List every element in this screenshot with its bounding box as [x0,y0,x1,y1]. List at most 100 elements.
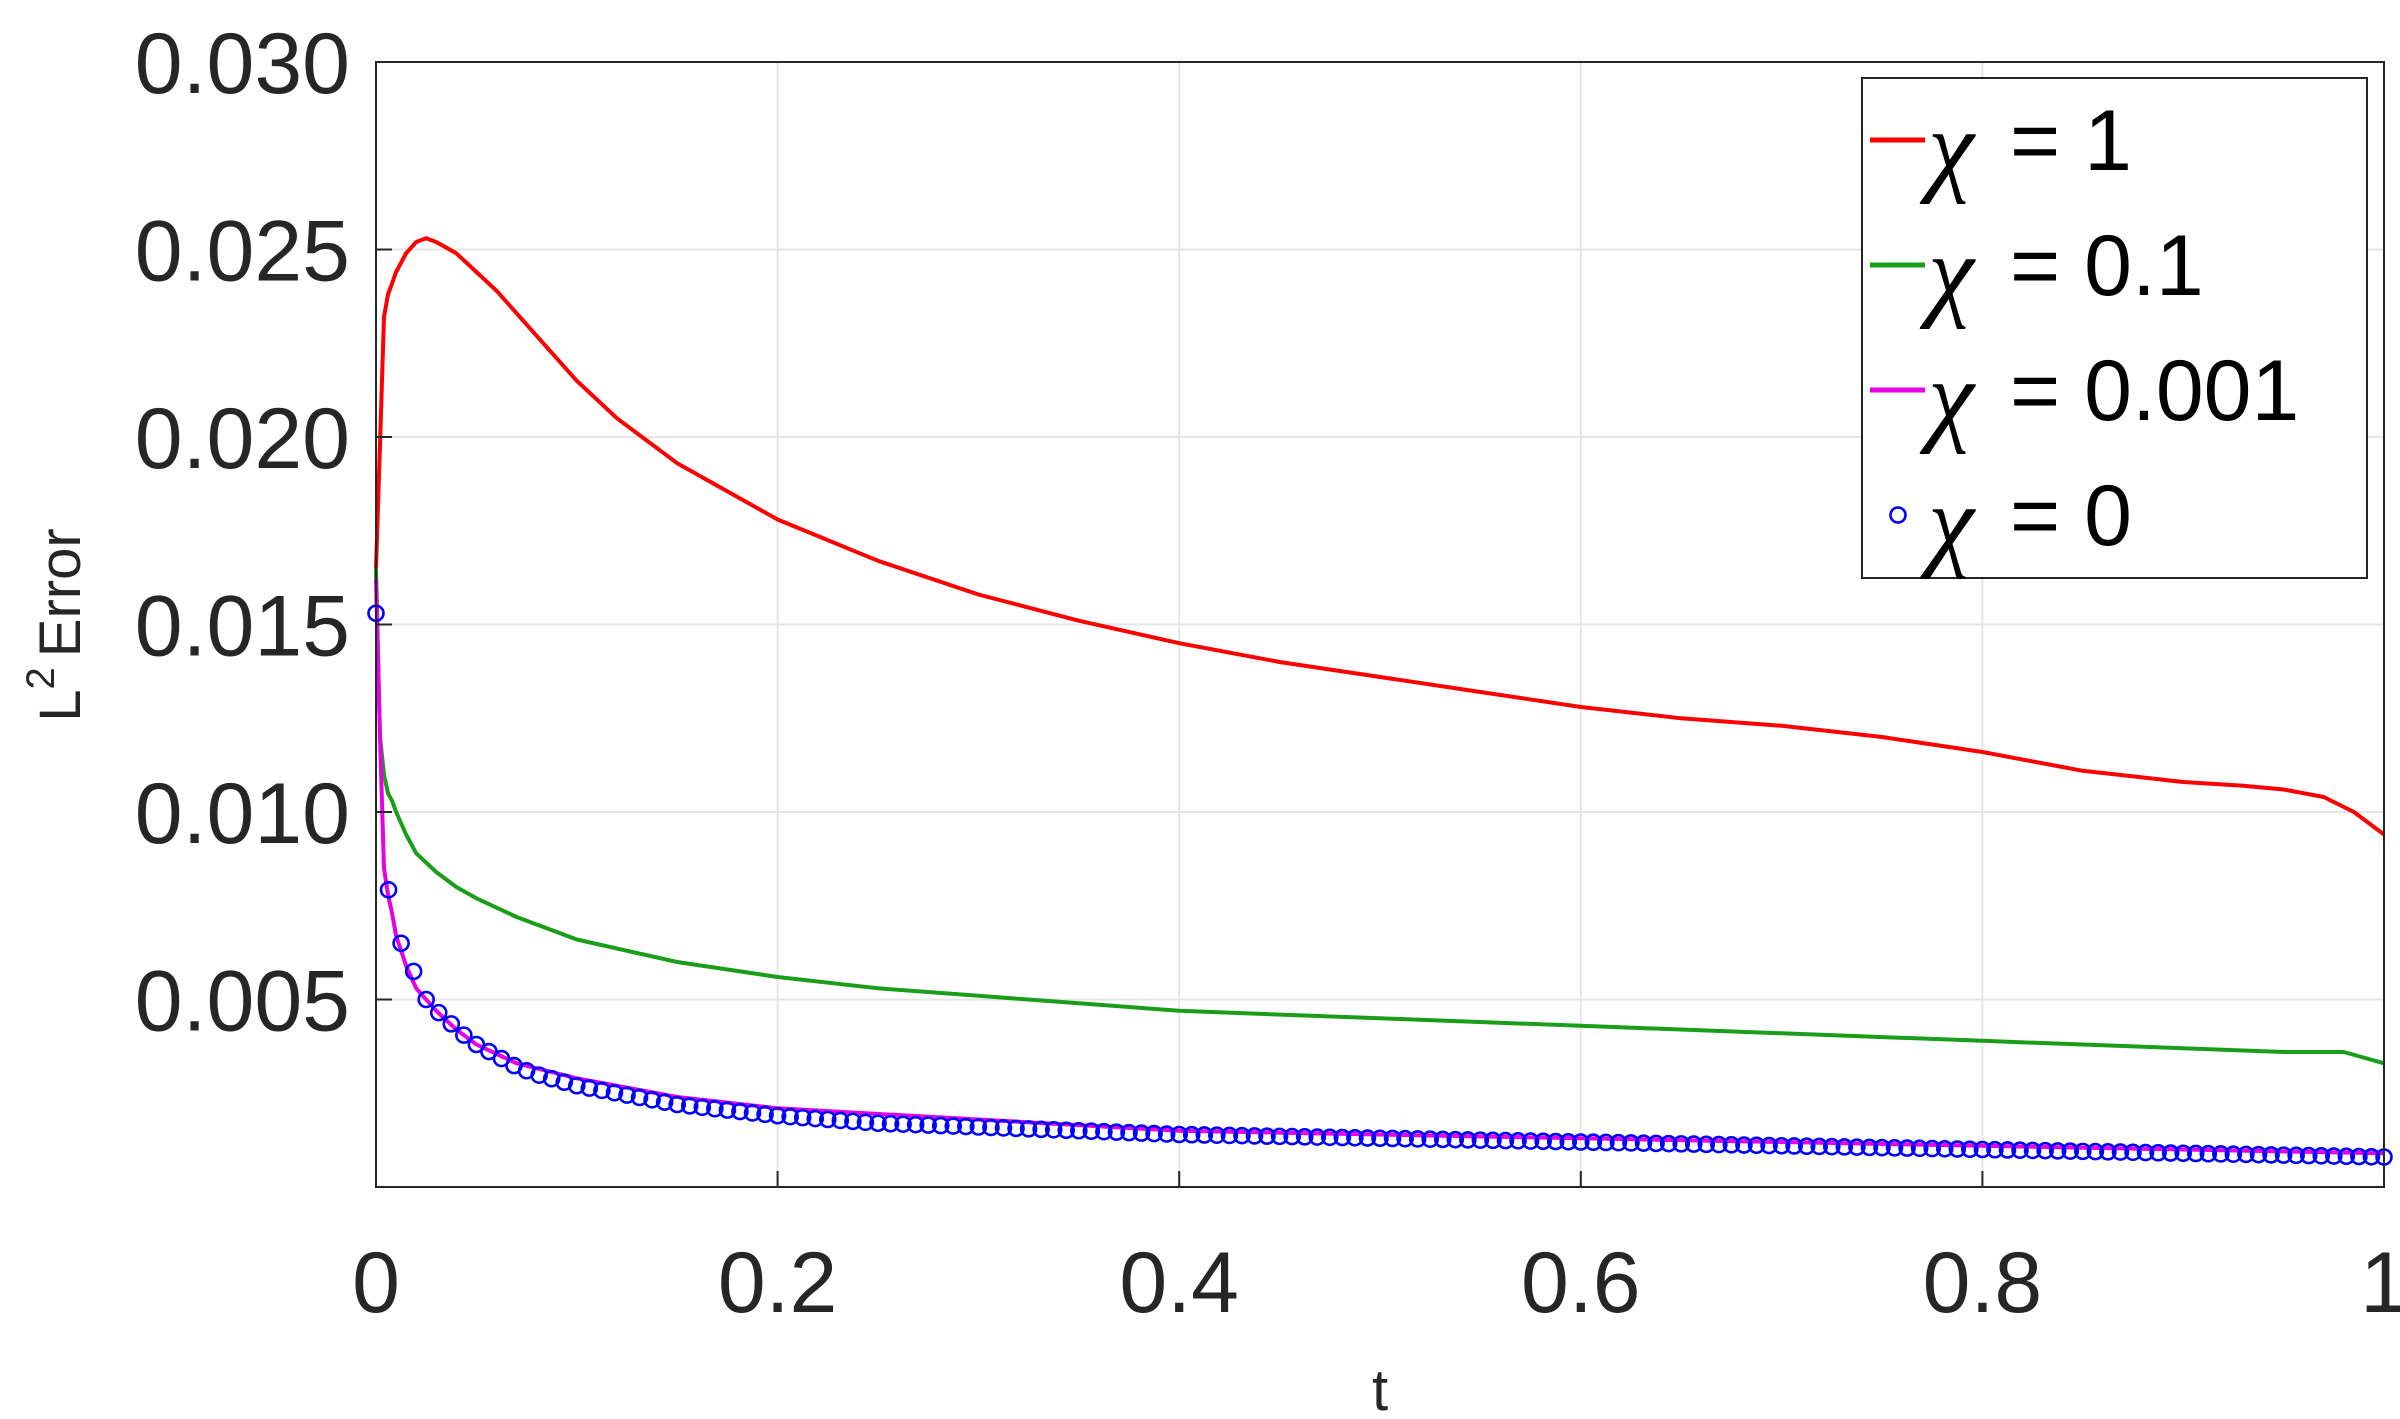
data-point [706,1099,724,1118]
data-point [2048,1142,2067,1160]
y-tick-label: 0.030 [135,16,350,112]
data-point [1346,1128,1364,1147]
data-point [2074,1142,2092,1161]
series-group [367,236,2393,1166]
data-point [1848,1138,1866,1156]
y-tick-label: 0.015 [135,579,350,675]
x-tick-label: 0 [352,1235,400,1331]
data-point [1295,1128,1314,1146]
data-point [1195,1126,1214,1144]
data-point [1898,1139,1916,1157]
data-point [1823,1137,1841,1156]
legend-chi-symbol: χ [1919,90,1976,205]
data-point [1371,1129,1389,1148]
data-point [1710,1135,1728,1154]
y-tick-label: 0.025 [135,204,350,300]
data-point [2136,1143,2155,1162]
legend: χ = 1 χ = 0.1 χ = 0.001 χ = 0 [1861,77,2368,580]
data-point [1998,1141,2017,1159]
data-point [1396,1129,1414,1148]
data-point [2036,1141,2054,1160]
series-line [374,236,2386,837]
legend-chi-symbol: χ [1919,215,1976,330]
data-point [1684,1135,1703,1153]
data-point [2161,1144,2180,1162]
data-point [1860,1138,1879,1157]
legend-chi-symbol: χ [1919,340,1976,455]
data-point [1647,1134,1665,1153]
data-point [957,1117,975,1136]
legend-box [1861,77,2368,579]
data-point [1245,1127,1264,1145]
data-point [1408,1130,1427,1148]
data-point [2111,1143,2130,1161]
data-point [1459,1131,1477,1149]
data-point [2312,1147,2331,1165]
legend-label: = 0.1 [2010,218,2204,314]
data-point [1935,1139,1954,1158]
data-point [1622,1134,1640,1152]
data-point [2149,1143,2167,1162]
data-point [1471,1131,1490,1149]
data-point [1270,1127,1289,1146]
data-point [856,1113,875,1132]
data-point [530,1066,548,1085]
data-point [2023,1141,2042,1160]
data-point [1233,1126,1251,1145]
data-point [1597,1133,1615,1152]
series-line [374,568,2385,1066]
data-point [2174,1144,2192,1163]
data-point [1044,1121,1063,1139]
data-point [2350,1147,2368,1166]
data-point [881,1114,900,1133]
data-point [1659,1134,1678,1153]
data-point [2011,1141,2029,1160]
data-point [1697,1135,1716,1154]
data-point [1170,1125,1188,1144]
data-point [1421,1130,1439,1148]
x-axis-label: t [1372,1358,1388,1419]
data-point [994,1119,1013,1137]
legend-label: = 0 [2010,468,2132,564]
data-point [1948,1140,1967,1158]
data-point [1509,1132,1527,1150]
data-point [630,1088,649,1107]
data-point [1321,1128,1339,1147]
data-point [442,1015,461,1033]
data-point [1082,1122,1101,1141]
data-point [1220,1126,1239,1145]
data-point [2299,1146,2318,1165]
data-point [1735,1136,1753,1154]
data-point [1546,1132,1565,1151]
legend-label: = 1 [2010,93,2132,189]
data-point [1095,1122,1113,1141]
data-point [831,1111,850,1130]
data-point [593,1081,611,1100]
data-point [1070,1121,1088,1140]
data-point [693,1098,712,1117]
data-point [1521,1132,1540,1150]
data-point [404,962,423,981]
data-point [1873,1138,1891,1157]
data-point [1609,1133,1628,1152]
x-tick-label: 1 [2360,1235,2400,1331]
data-point [1923,1139,1941,1158]
data-point [1283,1127,1301,1146]
x-tick-label: 0.6 [1521,1235,1641,1331]
data-point [392,934,410,953]
data-point [455,1026,473,1044]
data-point [1672,1135,1690,1153]
data-point [806,1109,825,1128]
data-point [1797,1137,1816,1156]
data-point [2249,1145,2268,1164]
data-point [1120,1123,1138,1142]
data-point [2362,1147,2381,1166]
data-point [1107,1123,1126,1141]
y-axis-label: L2 Error [19,528,93,721]
data-point [2124,1143,2142,1162]
x-tick-label: 0.2 [718,1235,838,1331]
data-point [2224,1145,2243,1163]
data-point [1835,1138,1854,1156]
data-point [793,1108,812,1127]
